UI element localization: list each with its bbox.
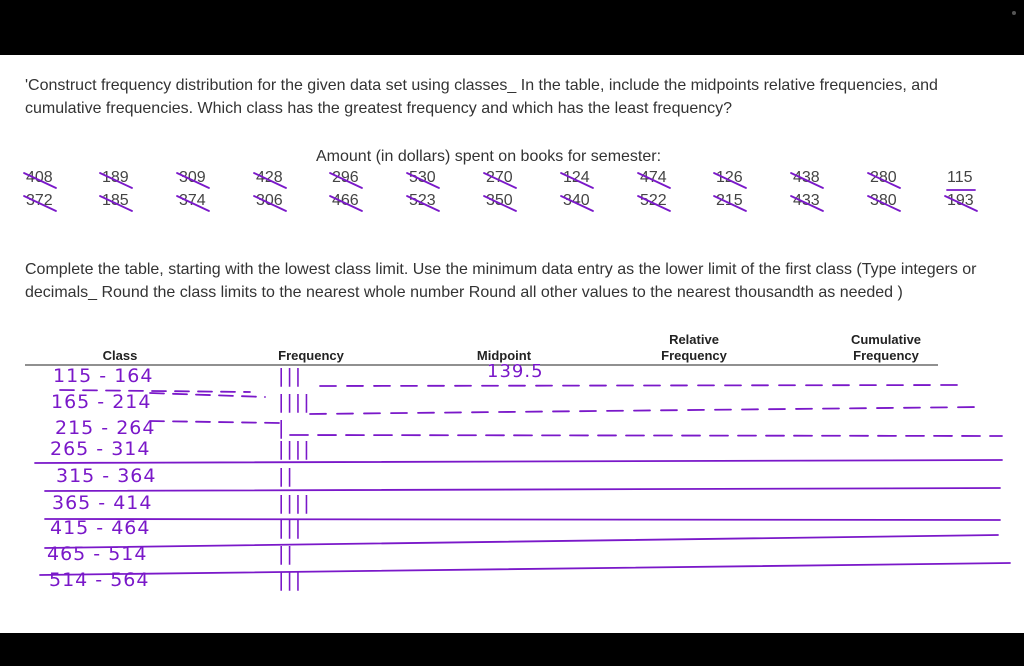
data-value: 522 [640, 192, 667, 209]
data-value: 428 [256, 169, 283, 186]
strike-mark [483, 195, 517, 212]
worksheet: 'Construct frequency distribution for th… [0, 55, 1024, 633]
class-limit: 465 - 514 [47, 543, 148, 565]
data-value: 306 [256, 192, 283, 209]
data-value: 185 [102, 192, 129, 209]
strike-mark [713, 172, 747, 189]
corner-dot [1012, 11, 1016, 15]
strike-mark [99, 195, 133, 212]
header-class: Class [102, 348, 138, 363]
frequency-tally: |||| [278, 391, 312, 413]
frequency-tally: | [278, 417, 287, 439]
class-limit: 514 - 564 [49, 569, 150, 591]
data-value: 215 [716, 192, 743, 209]
data-value: 126 [716, 169, 743, 186]
header-midpoint: Midpoint [476, 348, 532, 363]
class-limit: 115 - 164 [53, 365, 154, 387]
midpoint-value: 139.5 [487, 361, 544, 382]
class-limit: 415 - 464 [50, 517, 151, 539]
frequency-tally: || [278, 465, 295, 487]
data-set-title: Amount (in dollars) spent on books for s… [316, 148, 662, 165]
data-value: 408 [26, 169, 53, 186]
data-value: 115 [947, 169, 973, 186]
strike-mark [867, 195, 901, 212]
class-limit: 165 - 214 [51, 391, 152, 413]
question-text: 'Construct frequency distribution for th… [25, 77, 938, 117]
data-value: 530 [409, 169, 436, 186]
strike-mark [176, 195, 210, 212]
data-value: 309 [179, 169, 206, 186]
strike-mark [176, 172, 210, 189]
data-value: 466 [332, 192, 359, 209]
frequency-tally: ||| [278, 517, 304, 539]
strike-mark [483, 172, 517, 189]
header-cumulative-frequency: Cumulative Frequency [850, 332, 922, 363]
strike-mark [790, 195, 824, 212]
header-frequency: Frequency [278, 348, 344, 363]
class-limit: 215 - 264 [55, 417, 156, 439]
strike-mark [637, 195, 671, 212]
data-value: 433 [793, 192, 820, 209]
frequency-tally: || [278, 543, 295, 565]
data-value: 380 [870, 192, 897, 209]
strike-mark [637, 172, 671, 189]
data-value: 374 [179, 192, 206, 209]
strike-mark [329, 172, 363, 189]
data-value: 350 [486, 192, 513, 209]
strike-mark [406, 195, 440, 212]
handwriting-lines [23, 172, 1011, 576]
data-value: 340 [563, 192, 590, 209]
data-value: 280 [870, 169, 897, 186]
data-value: 296 [332, 169, 359, 186]
data-value: 438 [793, 169, 820, 186]
class-limit: 315 - 364 [56, 465, 157, 487]
class-limit: 365 - 414 [52, 492, 153, 514]
strike-mark [253, 172, 287, 189]
frequency-tally: |||| [278, 438, 312, 460]
data-value: 523 [409, 192, 436, 209]
row-separator-lines [34, 384, 1011, 576]
data-value: 193 [947, 192, 974, 209]
strike-mark [99, 172, 133, 189]
top-letterbox-bar [0, 0, 1024, 55]
data-value: 124 [563, 169, 590, 186]
instructions-text: Complete the table, starting with the lo… [25, 261, 977, 301]
data-value: 189 [102, 169, 129, 186]
strike-mark [790, 172, 824, 189]
class-limit: 265 - 314 [50, 438, 151, 460]
data-value: 270 [486, 169, 513, 186]
bottom-letterbox-bar [0, 633, 1024, 666]
strike-mark [560, 172, 594, 189]
strike-mark [867, 172, 901, 189]
frequency-tally: |||| [278, 492, 312, 514]
strike-mark [944, 195, 978, 212]
strike-mark [406, 172, 440, 189]
strike-mark [329, 195, 363, 212]
frequency-tally: ||| [278, 365, 304, 387]
strike-mark [253, 195, 287, 212]
strike-mark [23, 195, 57, 212]
data-value: 372 [26, 192, 53, 209]
strike-mark [23, 172, 57, 189]
header-relative-frequency: Relative Frequency [661, 332, 727, 363]
strike-mark [713, 195, 747, 212]
strike-mark [560, 195, 594, 212]
frequency-tally: ||| [278, 569, 304, 591]
data-value: 474 [640, 169, 667, 186]
